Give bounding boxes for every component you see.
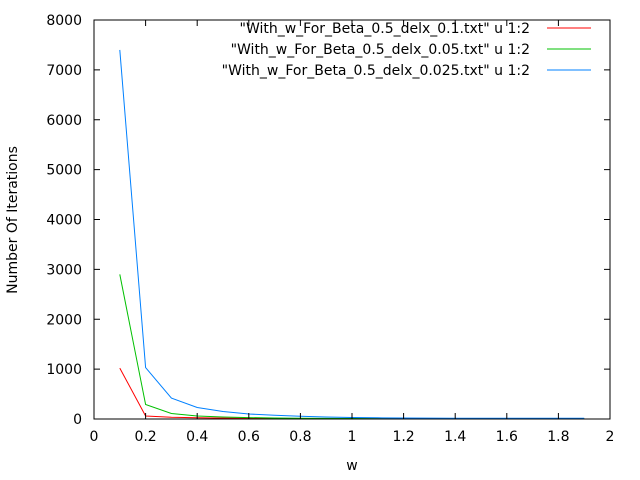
plot-frame <box>93 19 611 420</box>
y-axis-label: Number Of Iterations <box>5 146 21 294</box>
x-axis-label: w <box>346 458 357 474</box>
x-tick-label: 0.2 <box>134 429 156 445</box>
y-tick-label: 0 <box>73 412 82 428</box>
y-tick-label: 2000 <box>46 312 82 328</box>
x-tick-label: 1.8 <box>547 429 569 445</box>
y-tick-label: 3000 <box>46 262 82 278</box>
y-tick-label: 8000 <box>46 13 82 29</box>
series-line-3 <box>119 49 585 419</box>
x-tick-label: 0.6 <box>238 429 260 445</box>
legend: "With_w_For_Beta_0.5_delx_0.1.txt" u 1:2… <box>222 21 591 79</box>
x-tick-label: 1.2 <box>392 429 414 445</box>
legend-label-2: "With_w_For_Beta_0.5_delx_0.05.txt" u 1:… <box>231 42 530 58</box>
x-tick-label: 1.4 <box>444 429 466 445</box>
series-line-1 <box>119 367 585 420</box>
y-tick-label: 4000 <box>46 213 82 229</box>
y-tick-label: 6000 <box>46 113 82 129</box>
y-tick-label: 5000 <box>46 163 82 179</box>
y-tick-label: 1000 <box>46 362 82 378</box>
legend-label-3: "With_w_For_Beta_0.5_delx_0.025.txt" u 1… <box>222 63 530 79</box>
legend-label-1: "With_w_For_Beta_0.5_delx_0.1.txt" u 1:2 <box>240 21 531 37</box>
series-line-2 <box>119 274 585 420</box>
x-tick-label: 1 <box>348 429 357 445</box>
x-tick-label: 0.8 <box>289 429 311 445</box>
series-lines <box>119 49 585 420</box>
x-tick-label: 2 <box>606 429 615 445</box>
x-tick-label: 1.6 <box>496 429 518 445</box>
y-tick-label: 7000 <box>46 63 82 79</box>
x-tick-label: 0.4 <box>186 429 208 445</box>
axis-ticks: 0 0.2 0.4 0.6 0.8 1 1.2 1.4 1.6 1.8 2 0 1000 2000 3000… <box>46 13 614 445</box>
x-tick-label: 0 <box>90 429 99 445</box>
